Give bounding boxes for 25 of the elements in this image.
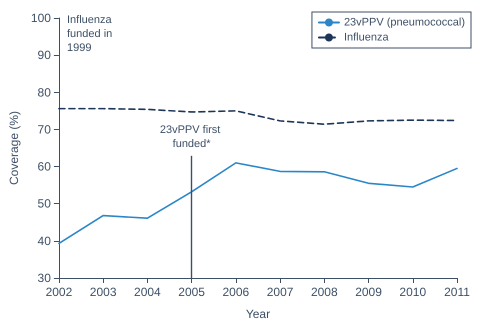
annotation: Influenza funded in 1999 xyxy=(67,14,116,54)
x-tick-label: 2003 xyxy=(90,285,117,299)
y-tick-label: 100 xyxy=(30,11,52,25)
x-tick-label: 2004 xyxy=(134,285,162,299)
x-tick-label: 2008 xyxy=(310,285,338,299)
x-axis-title: Year xyxy=(246,307,270,321)
y-tick-label: 60 xyxy=(38,160,52,174)
x-tick-label: 2010 xyxy=(399,285,426,299)
ref-line-label: 23vPPV first funded* xyxy=(160,124,224,150)
y-tick-label: 90 xyxy=(38,48,52,62)
x-tick-label: 2007 xyxy=(266,285,294,299)
y-axis-title: Coverage (%) xyxy=(7,110,21,186)
y-tick-label: 70 xyxy=(38,122,52,136)
y-tick-label: 80 xyxy=(38,85,52,100)
x-tick-label: 2002 xyxy=(46,285,73,299)
y-tick-label: 40 xyxy=(38,234,52,248)
x-tick-label: 2011 xyxy=(444,285,470,299)
x-tick-label: 2005 xyxy=(178,285,206,299)
x-tick-label: 2009 xyxy=(355,285,382,299)
legend-label: 23vPPV (pneumococcal) xyxy=(344,16,466,28)
legend-label: Influenza xyxy=(344,32,390,44)
y-tick-label: 30 xyxy=(38,271,52,285)
x-tick-label: 2006 xyxy=(222,285,250,299)
y-tick-label: 50 xyxy=(38,196,52,211)
line-series xyxy=(58,162,458,244)
